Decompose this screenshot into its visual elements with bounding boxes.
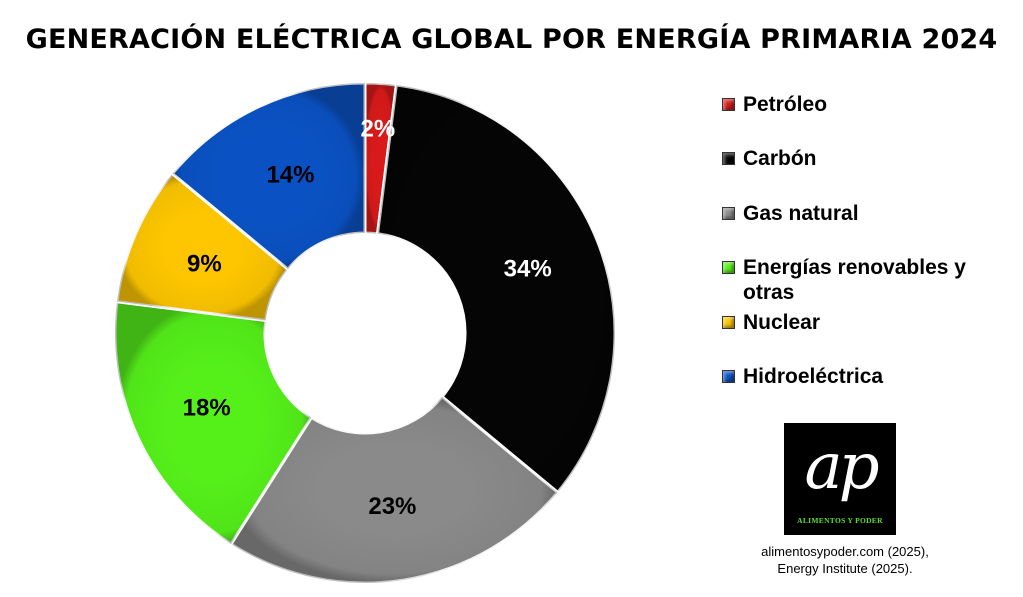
legend-label: Carbón	[743, 147, 817, 170]
slice-shading	[114, 301, 312, 545]
legend-label: Hidroeléctrica	[743, 365, 884, 388]
legend-item-hidroelectrica: Hidroeléctrica	[722, 364, 983, 389]
chart-title: GENERACIÓN ELÉCTRICA GLOBAL POR ENERGÍA …	[25, 24, 998, 55]
legend-item-renovables: Energías renovables y otras	[722, 255, 983, 305]
data-label-carbon: 34%	[504, 256, 552, 283]
legend-label: Energías renovables y otras	[743, 256, 966, 304]
data-label-petroleo: 2%	[361, 115, 396, 142]
slice-shading	[365, 83, 397, 234]
legend-label: Nuclear	[743, 311, 821, 334]
data-label-hidroelectrica: 14%	[266, 162, 314, 189]
data-label-gas-natural: 23%	[368, 493, 416, 520]
legend-swatch	[722, 207, 735, 220]
legend-item-petroleo: Petróleo	[722, 92, 983, 117]
legend-swatch	[722, 316, 735, 329]
source-line-1: alimentosypoder.com (2025),	[761, 544, 929, 559]
legend-swatch	[722, 370, 735, 383]
legend-label: Gas natural	[743, 202, 859, 225]
slice-shading	[116, 173, 288, 321]
logo-tagline: ALIMENTOS Y PODER	[797, 516, 883, 525]
data-label-nuclear: 9%	[187, 250, 222, 277]
legend-swatch	[722, 152, 735, 165]
legend-item-nuclear: Nuclear	[722, 310, 983, 335]
legend-swatch	[722, 98, 735, 111]
legend-item-carbon: Carbón	[722, 146, 983, 171]
source-note: alimentosypoder.com (2025), Energy Insti…	[730, 543, 960, 577]
slice-shading	[377, 84, 615, 493]
legend-swatch	[722, 261, 735, 274]
data-label-renovables: 18%	[183, 395, 231, 422]
donut-chart: 2% 34% 23% 18% 9% 14%	[113, 81, 617, 585]
logo-alimentos-y-poder: ap ALIMENTOS Y PODER	[784, 423, 896, 535]
logo-mark: ap	[804, 430, 879, 504]
slice-shading	[172, 83, 365, 270]
legend-label: Petróleo	[743, 93, 828, 116]
slice-shading	[231, 396, 558, 583]
legend-item-gas-natural: Gas natural	[722, 201, 983, 226]
source-line-2: Energy Institute (2025).	[777, 561, 913, 576]
